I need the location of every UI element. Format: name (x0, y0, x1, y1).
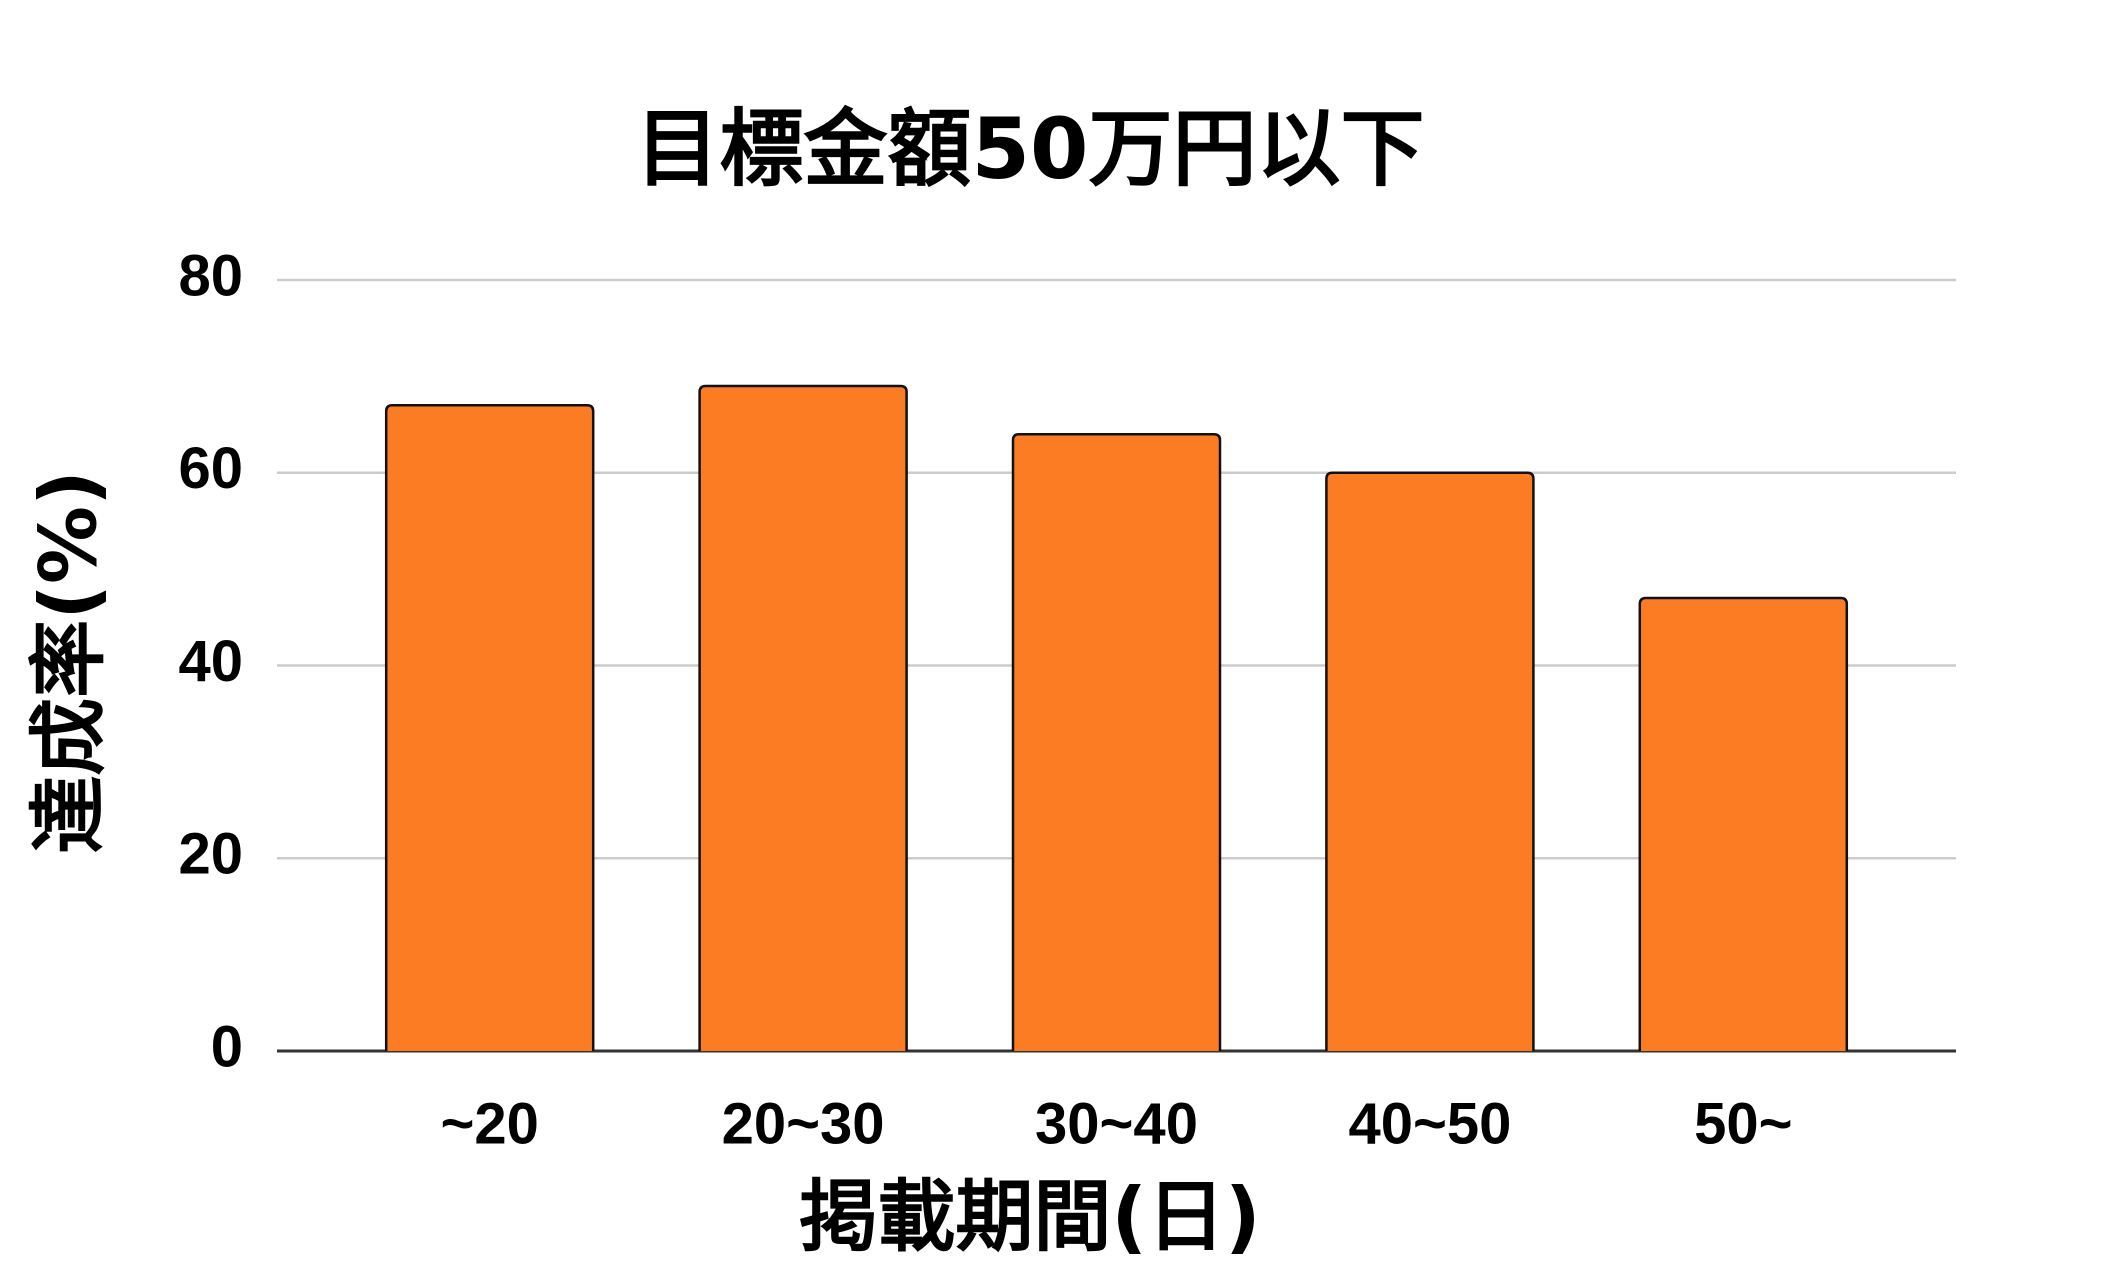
x-tick-label: 50~ (1694, 1091, 1792, 1156)
x-tick-label: 40~50 (1348, 1091, 1511, 1156)
y-tick-label: 20 (178, 822, 243, 887)
bar (1638, 596, 1849, 1051)
y-tick-label: 80 (178, 243, 243, 308)
x-tick-label: ~20 (441, 1091, 539, 1156)
y-tick-label: 60 (178, 436, 243, 501)
x-tick-label: 30~40 (1035, 1091, 1198, 1156)
x-tick-label: 20~30 (722, 1091, 885, 1156)
bar (384, 404, 595, 1051)
y-axis-title: 達成率(%) (24, 470, 114, 853)
x-axis-title: 掲載期間(日) (799, 1172, 1260, 1262)
bar (1325, 471, 1535, 1051)
bar (698, 384, 908, 1051)
chart-title: 目標金額50万円以下 (636, 100, 1425, 198)
bar (1011, 432, 1222, 1051)
y-tick-label: 0 (211, 1014, 243, 1079)
y-tick-label: 40 (178, 629, 243, 694)
